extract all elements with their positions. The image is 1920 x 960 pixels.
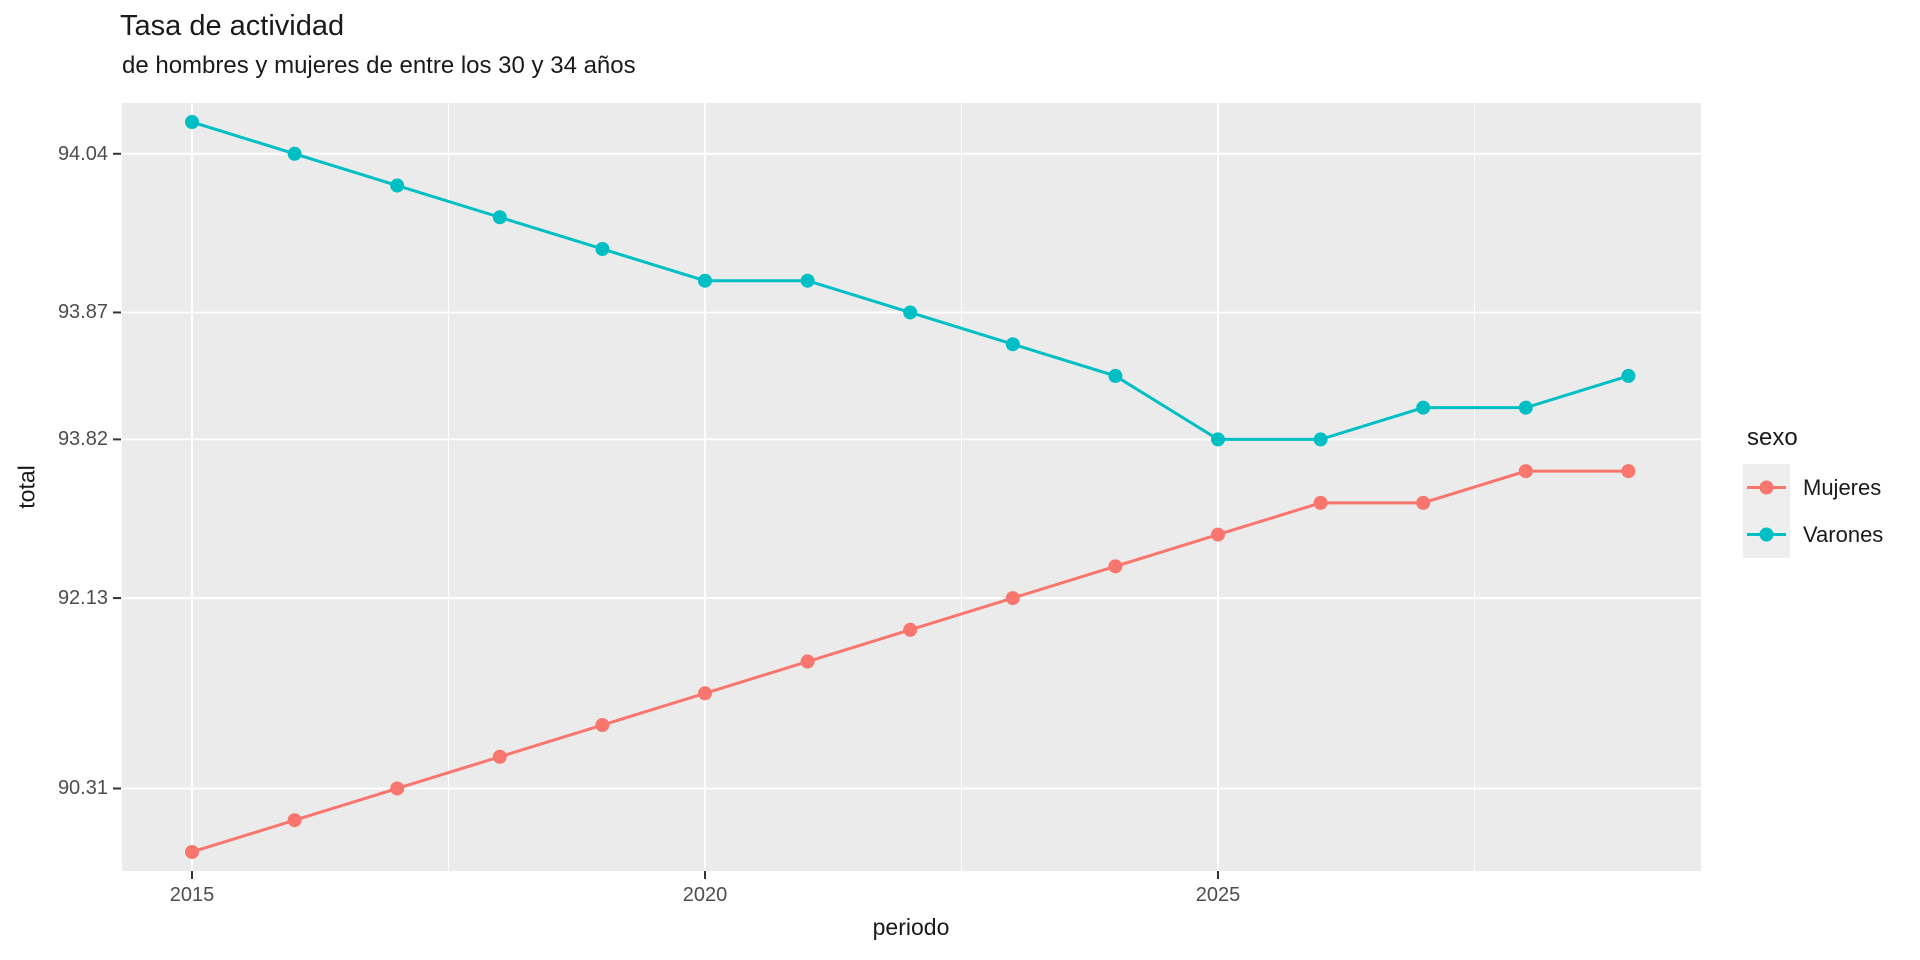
x-tick-label: 2025 [1195, 884, 1241, 906]
data-point-mujeres-2016 [287, 813, 302, 828]
data-point-mujeres-2017 [390, 781, 405, 796]
y-tick-label: 93.87 [57, 301, 108, 324]
data-point-mujeres-2028 [1518, 464, 1533, 479]
legend-item-varones: Varones [1743, 511, 1883, 558]
data-point-varones-2024 [1108, 368, 1123, 383]
data-point-varones-2016 [287, 146, 302, 161]
data-point-varones-2027 [1416, 400, 1431, 415]
data-point-varones-2017 [390, 178, 405, 193]
data-point-mujeres-2018 [492, 749, 507, 764]
data-point-varones-2020 [698, 273, 712, 288]
data-point-varones-2029 [1621, 368, 1636, 383]
data-point-varones-2015 [185, 115, 199, 130]
data-point-mujeres-2027 [1416, 495, 1431, 510]
x-tick-label: 2020 [682, 884, 728, 906]
y-tick-label: 93.82 [57, 428, 108, 451]
y-tick-label: 92.13 [57, 587, 108, 610]
legend-key-icon [1743, 464, 1790, 511]
chart-title: Tasa de actividad [120, 10, 345, 42]
data-point-mujeres-2025 [1211, 527, 1225, 542]
data-point-mujeres-2020 [698, 686, 712, 701]
legend-key-icon [1743, 511, 1790, 558]
y-tick-label: 94.04 [57, 142, 108, 165]
data-point-varones-2028 [1518, 400, 1533, 415]
data-point-mujeres-2015 [185, 844, 199, 859]
legend-label: Varones [1803, 521, 1884, 547]
data-point-mujeres-2024 [1108, 559, 1123, 574]
data-point-mujeres-2029 [1621, 464, 1636, 479]
legend-items: Mujeres Varones [1743, 464, 1883, 558]
chart-subtitle: de hombres y mujeres de entre los 30 y 3… [122, 52, 636, 79]
data-point-mujeres-2022 [903, 622, 918, 637]
legend: sexo Mujeres Varones [1743, 424, 1883, 558]
plot-panel [122, 103, 1701, 871]
data-point-varones-2025 [1211, 432, 1225, 447]
data-point-varones-2018 [492, 210, 507, 225]
legend-item-mujeres: Mujeres [1743, 464, 1883, 511]
legend-label: Mujeres [1803, 474, 1882, 500]
y-tick-label: 90.31 [57, 777, 108, 800]
data-point-varones-2023 [1005, 337, 1020, 352]
data-point-mujeres-2023 [1005, 591, 1020, 606]
x-axis-title: periodo [872, 914, 950, 940]
data-point-mujeres-2019 [595, 718, 610, 733]
data-point-varones-2021 [800, 273, 815, 288]
y-axis-title: total [13, 465, 40, 509]
data-point-varones-2026 [1313, 432, 1328, 447]
x-tick-label: 2015 [169, 884, 215, 906]
legend-title: sexo [1747, 424, 1798, 451]
data-point-mujeres-2021 [800, 654, 815, 669]
data-point-mujeres-2026 [1313, 495, 1328, 510]
data-point-varones-2022 [903, 305, 918, 320]
data-point-varones-2019 [595, 241, 610, 256]
